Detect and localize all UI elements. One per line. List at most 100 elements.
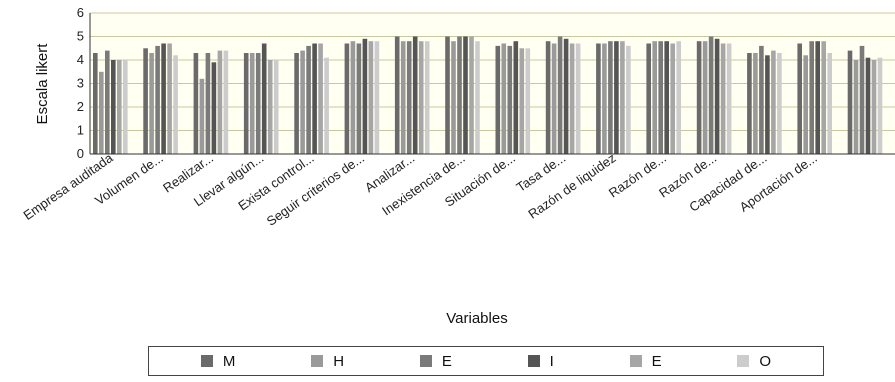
bar-h-9 [551, 43, 557, 154]
bar-o-2 [223, 50, 229, 154]
bar-o-6 [424, 41, 430, 155]
y-tick-label: 5 [77, 29, 84, 44]
legend-swatch [200, 355, 213, 367]
bar-o-13 [777, 53, 782, 154]
bar-e-6 [418, 41, 424, 155]
bar-i-3 [261, 43, 267, 154]
bar-o-7 [475, 41, 480, 155]
bar-e-4 [318, 43, 323, 154]
bar-e-1 [155, 45, 160, 154]
x-category-label: Empresa auditada [20, 150, 116, 223]
bar-e-14 [821, 41, 826, 155]
bar-e-4 [306, 45, 311, 154]
bar-h-15 [853, 60, 859, 154]
bar-e-1 [167, 43, 172, 154]
bar-o-14 [827, 53, 832, 154]
bar-o-11 [676, 41, 681, 155]
bar-e-7 [469, 36, 474, 154]
y-tick-label: 2 [77, 99, 84, 114]
bar-o-3 [273, 60, 279, 154]
bar-m-14 [797, 43, 802, 154]
bar-e-12 [708, 36, 714, 154]
bar-i-5 [362, 38, 368, 154]
bar-e-3 [255, 53, 261, 154]
bar-m-7 [445, 36, 450, 154]
y-tick-label: 3 [77, 76, 84, 91]
bar-e-14 [809, 41, 814, 155]
x-axis-title: Variables [446, 310, 507, 327]
bar-e-10 [620, 41, 625, 155]
bar-o-5 [374, 41, 380, 155]
bar-m-10 [596, 43, 601, 154]
bar-o-10 [626, 45, 631, 154]
bar-m-8 [495, 45, 501, 154]
bar-m-12 [696, 41, 702, 155]
bar-i-4 [312, 43, 317, 154]
bar-o-8 [525, 48, 531, 155]
bar-i-13 [765, 55, 770, 154]
bar-i-1 [161, 43, 166, 154]
legend-swatch [527, 355, 540, 367]
bar-e-11 [670, 43, 675, 154]
bar-e-9 [557, 36, 563, 154]
bar-o-0 [123, 60, 128, 154]
bar-h-2 [199, 78, 205, 154]
legend-swatch [311, 355, 324, 367]
x-category-label: Razón de liquidez [525, 150, 618, 222]
bar-m-4 [294, 53, 299, 154]
bar-h-5 [350, 41, 356, 155]
bar-e-9 [569, 43, 575, 154]
bar-i-2 [211, 62, 217, 154]
legend-item: H [311, 353, 344, 370]
legend-label: E [441, 352, 452, 370]
bar-m-1 [143, 48, 148, 155]
bar-h-7 [451, 41, 456, 155]
bar-e-11 [658, 41, 663, 155]
legend-item: O [737, 353, 771, 370]
bar-e-15 [871, 60, 877, 154]
legend-label: I [549, 352, 554, 370]
legend-label: O [759, 352, 772, 370]
bar-h-3 [249, 53, 255, 154]
bar-h-6 [400, 41, 406, 155]
bar-h-0 [99, 71, 104, 155]
legend-item: E [629, 352, 662, 370]
legend-label: E [651, 352, 662, 370]
bar-m-5 [344, 43, 350, 154]
bar-h-8 [501, 43, 507, 154]
bar-i-8 [513, 41, 519, 155]
bar-m-15 [847, 50, 853, 154]
bar-m-6 [394, 36, 400, 154]
legend-swatch [737, 355, 750, 367]
bar-m-0 [93, 53, 98, 154]
bar-e-8 [507, 45, 513, 154]
legend-swatch [419, 355, 432, 367]
y-tick-label: 0 [77, 146, 84, 161]
bar-e-13 [759, 45, 764, 154]
bar-e-3 [267, 60, 273, 154]
bar-series [93, 36, 883, 155]
bar-i-7 [463, 36, 468, 154]
bar-i-0 [111, 60, 116, 154]
legend-item: I [527, 352, 554, 370]
bar-h-11 [652, 41, 657, 155]
bar-i-12 [714, 38, 720, 154]
bar-o-9 [575, 43, 581, 154]
bar-o-15 [877, 57, 883, 155]
bar-e-5 [356, 43, 362, 154]
bar-h-14 [803, 55, 808, 154]
bar-i-15 [865, 57, 871, 155]
bar-e-8 [519, 48, 525, 155]
y-tick-label: 4 [77, 52, 84, 67]
y-axis-title: Escala likert [34, 43, 51, 125]
bar-e-0 [117, 60, 122, 154]
bar-e-12 [720, 43, 726, 154]
bar-i-14 [815, 41, 820, 155]
bar-h-4 [300, 50, 305, 154]
bar-e-0 [105, 50, 110, 154]
bar-e-10 [608, 41, 613, 155]
y-tick-labels: 0 1 2 3 4 5 6 [77, 5, 84, 161]
bar-o-12 [726, 43, 732, 154]
